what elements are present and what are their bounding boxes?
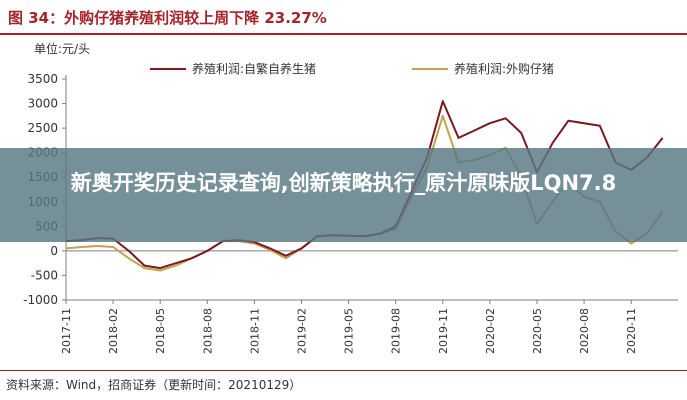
x-tick-label: 2020-02	[484, 308, 497, 354]
title-bar: 图 34：外购仔猪养殖利润较上周下降 23.27%	[0, 0, 687, 35]
y-tick-label: -500	[31, 268, 58, 282]
legend-label-series1: 养殖利润:自繁自养生猪	[192, 62, 317, 76]
y-tick-label: 3500	[27, 72, 58, 86]
legend-item-series1: 养殖利润:自繁自养生猪	[150, 60, 316, 77]
x-tick-label: 2020-05	[531, 308, 544, 354]
legend-item-series2: 养殖利润:外购仔猪	[412, 60, 554, 77]
legend-swatch-series1	[150, 67, 186, 70]
y-tick-label: 2500	[27, 121, 58, 135]
unit-label: 单位:元/头	[34, 42, 91, 56]
y-tick-label: 3000	[27, 97, 58, 111]
x-tick-label: 2018-08	[201, 308, 214, 354]
banner-text: 新奥开奖历史记录查询,创新策略执行_原汁原味版LQN7.8	[70, 171, 617, 195]
x-tick-label: 2018-02	[107, 308, 120, 354]
x-tick-label: 2018-05	[154, 308, 167, 354]
x-tick-label: 2019-11	[437, 308, 450, 354]
y-tick-label: -1000	[23, 293, 58, 307]
title-divider	[0, 33, 687, 35]
legend-swatch-series2	[412, 67, 448, 70]
x-tick-label: 2018-11	[248, 308, 261, 354]
x-tick-label: 2019-05	[343, 308, 356, 354]
chart-title: 图 34：外购仔猪养殖利润较上周下降 23.27%	[8, 9, 327, 27]
x-tick-label: 2020-11	[625, 308, 638, 354]
x-tick-label: 2020-08	[578, 308, 591, 354]
y-tick-label: 0	[50, 244, 58, 258]
source-divider	[0, 370, 687, 371]
source-note: 资料来源：Wind，招商证券（更新时间：20210129）	[6, 378, 302, 392]
x-tick-label: 2019-08	[390, 308, 403, 354]
legend-label-series2: 养殖利润:外购仔猪	[454, 62, 555, 76]
overlay-banner: 新奥开奖历史记录查询,创新策略执行_原汁原味版LQN7.8	[0, 148, 687, 242]
x-tick-label: 2017-11	[60, 308, 73, 354]
x-tick-label: 2019-02	[296, 308, 309, 354]
